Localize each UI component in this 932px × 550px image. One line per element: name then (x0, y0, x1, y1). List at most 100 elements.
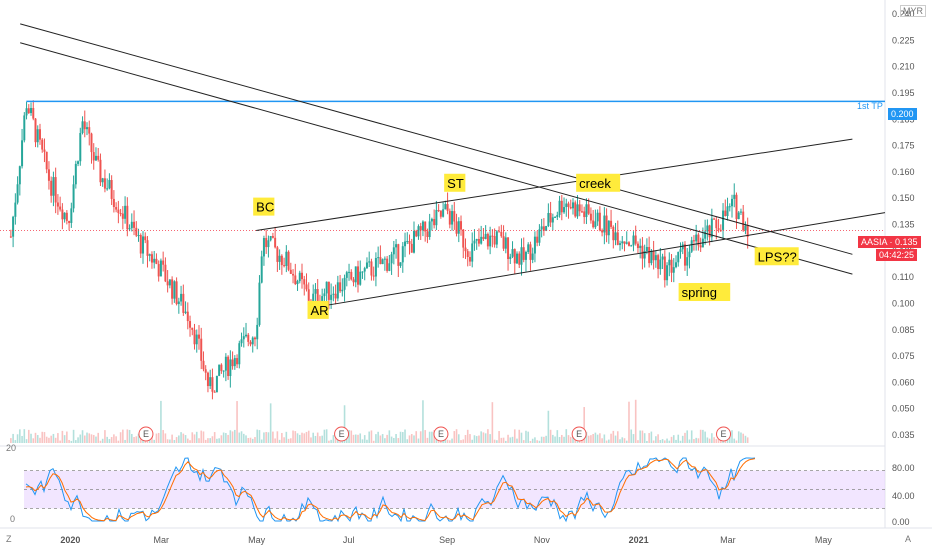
candle-body (666, 265, 669, 281)
candle-body (41, 139, 44, 150)
candle-body (65, 212, 68, 221)
candle-body (155, 258, 158, 265)
volume-bar (325, 429, 328, 443)
volume-bar (191, 432, 194, 443)
annotation-box (444, 173, 466, 192)
volume-bar (529, 440, 532, 443)
volume-bar (296, 433, 299, 443)
candle-body (739, 211, 742, 213)
candle-body (142, 236, 145, 254)
candle-body (260, 256, 263, 283)
earnings-marker-label: E (339, 429, 345, 439)
volume-bar (549, 429, 552, 443)
volume-bar (413, 435, 415, 443)
volume-bar (659, 440, 662, 443)
volume-bar (236, 401, 238, 443)
volume-bar (487, 429, 489, 443)
volume-bar (664, 440, 666, 443)
candle-body (677, 251, 680, 263)
candle-body (397, 244, 400, 266)
candle-body (61, 209, 64, 220)
annotation-box (253, 197, 275, 216)
volume-bar (547, 410, 550, 443)
candle-body (334, 293, 337, 299)
candle-body (108, 180, 111, 189)
volume-bar (628, 401, 630, 443)
volume-bar (229, 430, 232, 443)
volume-bar (590, 435, 592, 443)
volume-bar (563, 436, 565, 443)
candle-body (722, 210, 725, 230)
volume-bar (706, 437, 709, 443)
y-tick-label: 0.060 (892, 377, 915, 387)
candle-body (475, 238, 478, 241)
volume-bar (92, 434, 95, 443)
auto-scale-icon[interactable]: A (905, 534, 912, 544)
candle-body (204, 369, 207, 373)
volume-bar (155, 433, 158, 443)
volume-bar (30, 433, 32, 443)
candle-body (377, 257, 380, 259)
x-tick-label: May (815, 535, 833, 545)
volume-bar (160, 400, 162, 443)
volume-bar (323, 429, 326, 443)
candle-body (182, 293, 185, 313)
candle-body (679, 249, 682, 252)
volume-bar (50, 435, 52, 443)
volume-bar (417, 438, 420, 443)
volume-bar (381, 434, 384, 443)
volume-bar (234, 429, 236, 443)
candle-body (415, 231, 418, 237)
volume-bar (668, 440, 671, 443)
volume-bar (79, 434, 82, 443)
candle-body (92, 152, 95, 161)
volume-bar (625, 440, 628, 443)
volume-bar (744, 435, 747, 443)
volume-bar (384, 438, 386, 443)
candle-body (612, 226, 615, 241)
volume-bar (180, 432, 182, 443)
candle-body (119, 213, 122, 215)
annotation-ar: AR (311, 303, 329, 318)
candle-body (130, 221, 133, 229)
candle-body (471, 243, 474, 262)
volume-bar (536, 440, 538, 443)
candle-body (390, 254, 393, 264)
volume-bar (505, 440, 507, 443)
candle-body (486, 233, 489, 247)
candle-body (171, 279, 174, 299)
volume-bar (482, 432, 485, 443)
volume-bar (616, 431, 619, 443)
volume-bar (337, 438, 339, 443)
candle-body (110, 180, 113, 199)
candle-body (668, 259, 671, 266)
volume-bar (334, 438, 337, 443)
volume-bar (332, 435, 335, 443)
candle-body (137, 235, 140, 237)
volume-bar (95, 436, 97, 443)
scale-mode-icon[interactable]: Z (6, 534, 12, 544)
annotation-creek: creek (579, 176, 611, 191)
volume-bar (101, 438, 104, 443)
candle-body (45, 151, 48, 170)
volume-bar (354, 434, 357, 443)
volume-bar (216, 438, 218, 443)
volume-bar (720, 440, 722, 443)
volume-bar (554, 436, 556, 443)
volume-bar (312, 432, 315, 443)
volume-bar (301, 432, 303, 443)
candle-body (83, 121, 86, 130)
candle-body (504, 237, 507, 249)
volume-bar (740, 432, 742, 443)
candle-body (103, 178, 106, 189)
candle-body (598, 212, 601, 231)
volume-bar (14, 440, 17, 443)
volume-bar (728, 434, 731, 443)
volume-bar (128, 429, 131, 443)
volume-bar (697, 438, 700, 443)
candle-body (193, 329, 196, 345)
volume-bar (522, 440, 525, 443)
candle-body (565, 203, 568, 208)
candle-body (365, 262, 368, 269)
